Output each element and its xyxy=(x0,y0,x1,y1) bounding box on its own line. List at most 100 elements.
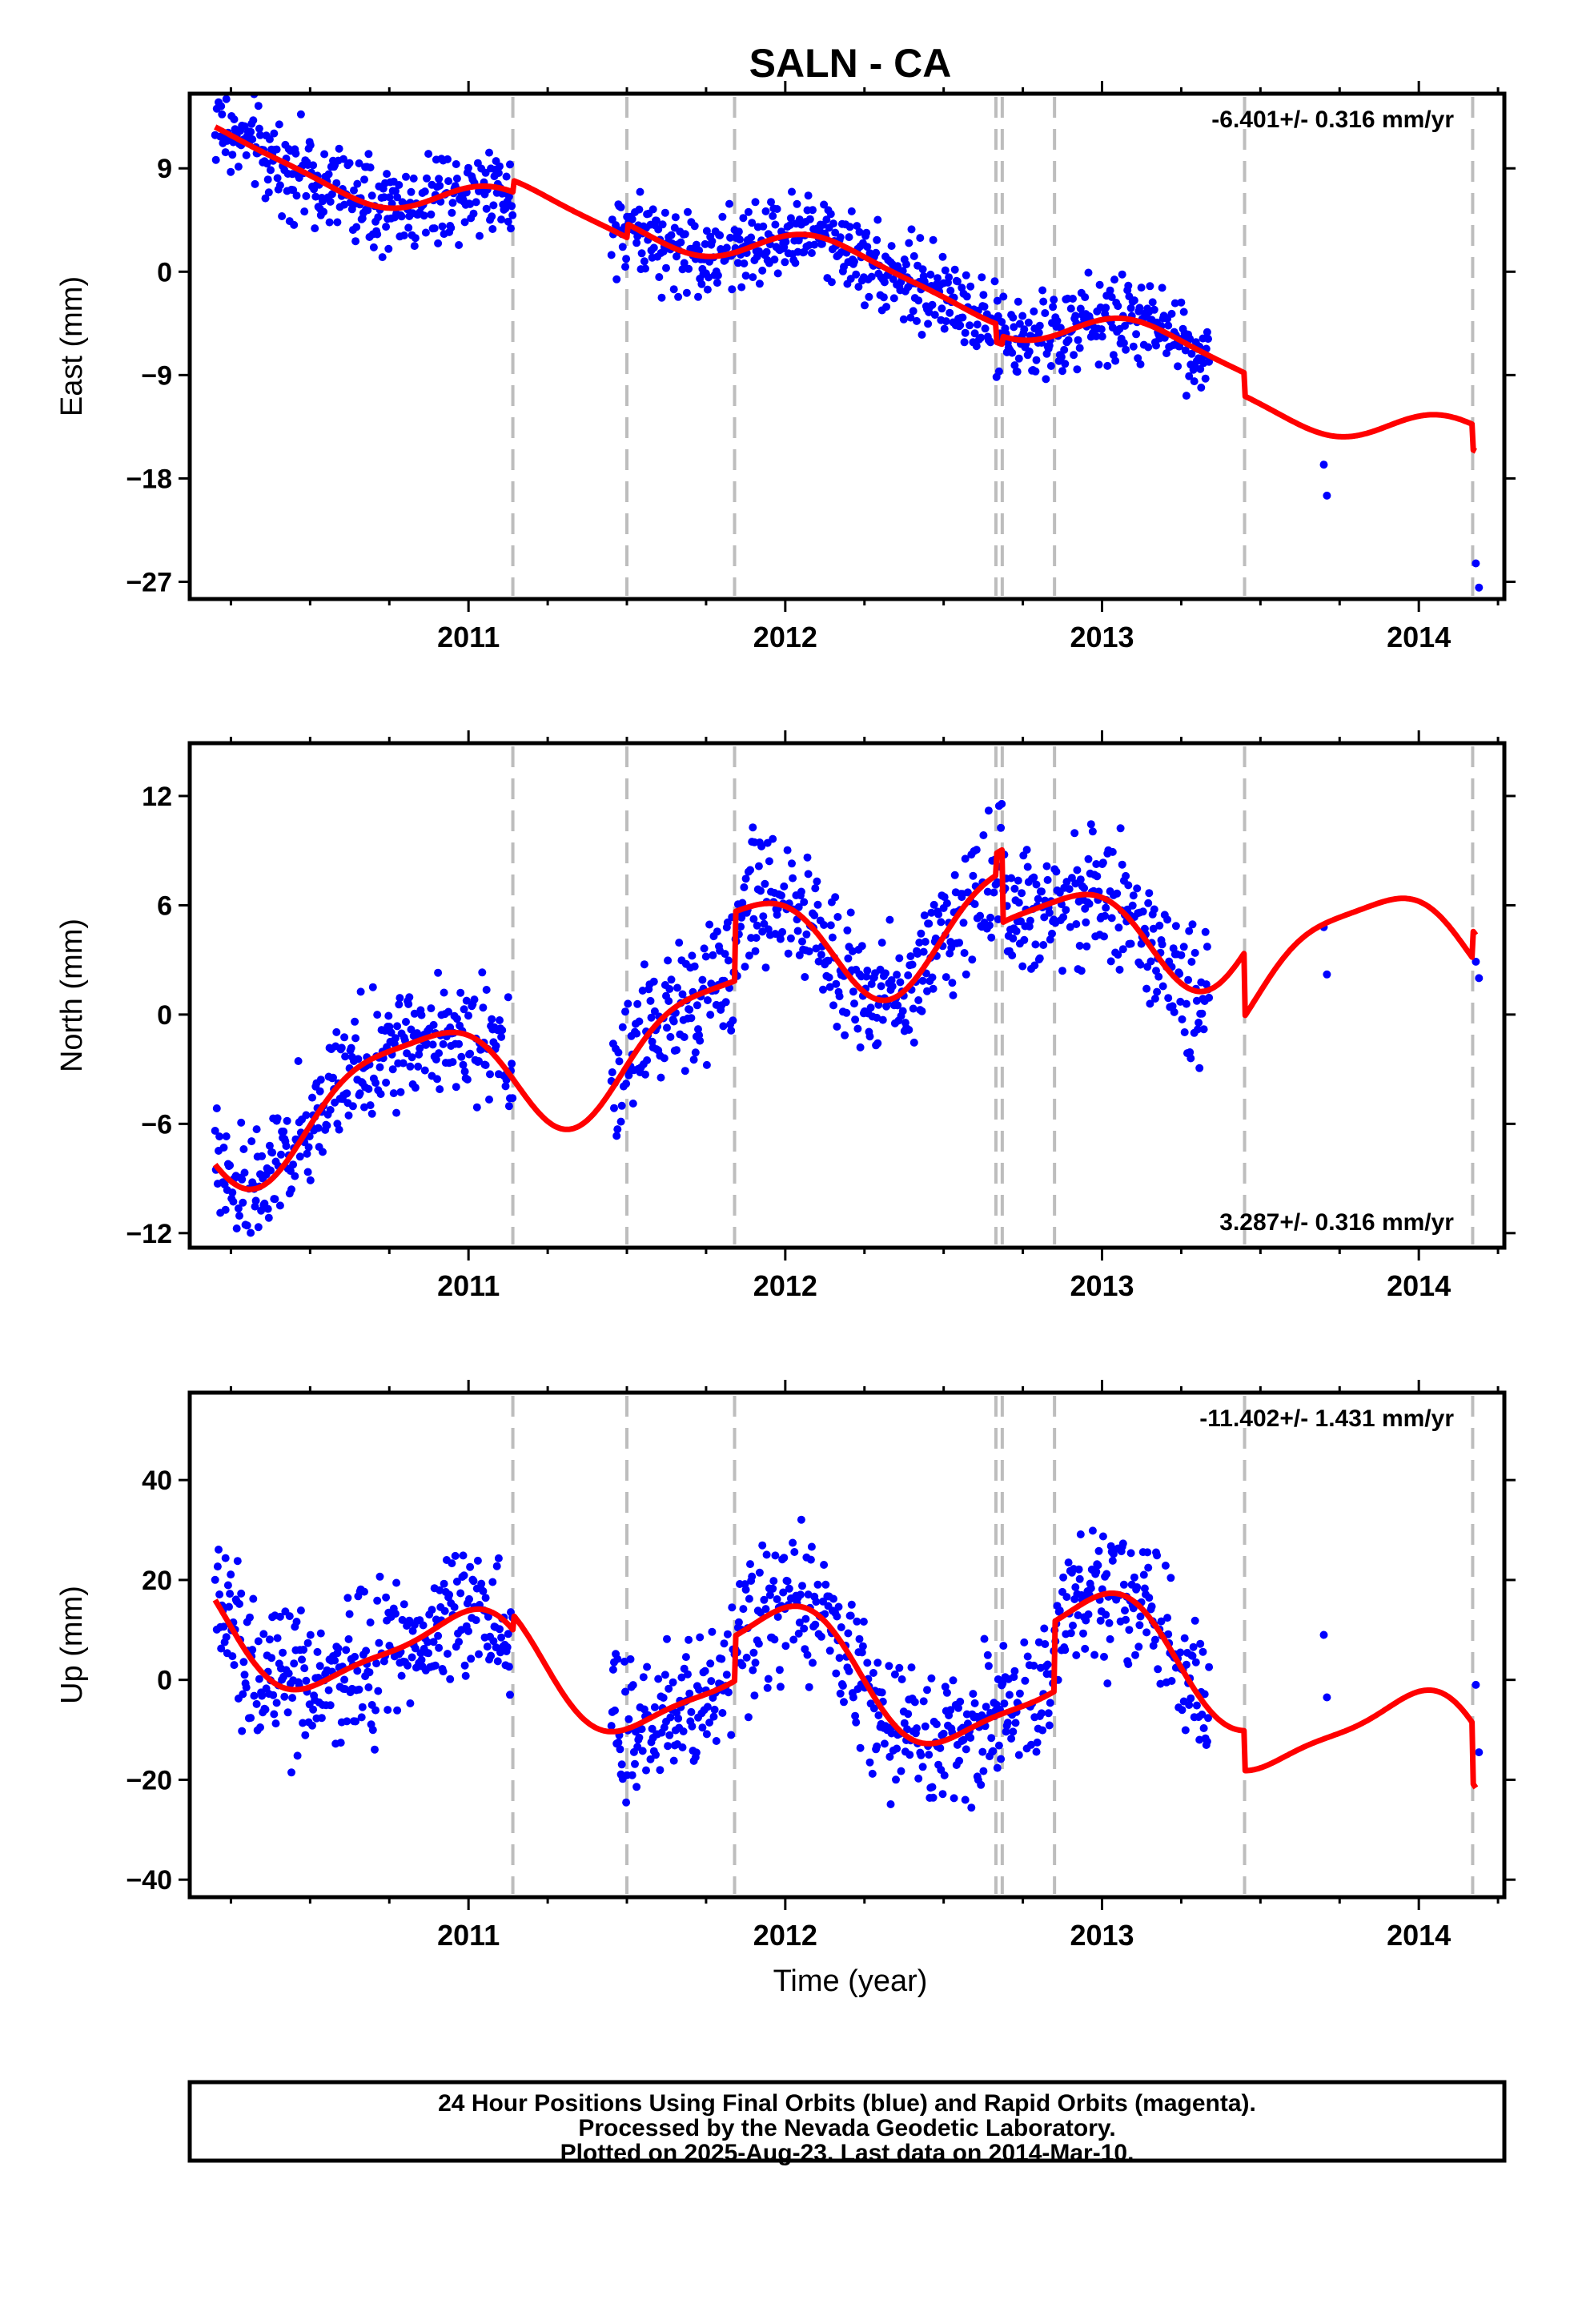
data-point xyxy=(439,1039,448,1048)
data-point xyxy=(492,1042,500,1050)
data-point xyxy=(242,1683,251,1692)
data-point xyxy=(966,321,974,330)
data-point xyxy=(913,950,922,958)
data-point xyxy=(1146,999,1154,1008)
data-point xyxy=(669,1756,678,1765)
data-point xyxy=(235,1599,243,1608)
data-point xyxy=(959,1735,968,1744)
data-point xyxy=(874,1711,883,1719)
data-point xyxy=(351,1652,359,1661)
data-point xyxy=(1100,1652,1108,1661)
data-point xyxy=(343,1717,351,1726)
data-point xyxy=(622,255,631,263)
y-tick-label: 40 xyxy=(142,1466,172,1496)
data-point xyxy=(744,207,753,216)
data-point xyxy=(698,1723,707,1732)
data-point xyxy=(721,998,730,1007)
data-point xyxy=(264,188,273,197)
data-point xyxy=(1153,1551,1162,1560)
data-point xyxy=(681,1653,690,1662)
data-point xyxy=(638,987,647,995)
data-point xyxy=(903,1725,912,1734)
data-point xyxy=(769,1584,777,1593)
data-point xyxy=(824,956,833,965)
data-point xyxy=(1082,1616,1090,1625)
data-point xyxy=(791,259,800,267)
data-point xyxy=(994,915,1002,923)
data-point xyxy=(428,1040,437,1049)
data-point xyxy=(612,1132,621,1140)
data-point xyxy=(273,1114,282,1123)
data-point xyxy=(761,963,770,972)
data-point xyxy=(882,303,891,312)
data-point xyxy=(382,1078,391,1087)
data-point xyxy=(691,1048,700,1057)
data-point xyxy=(1150,305,1158,314)
data-point xyxy=(893,262,902,271)
data-point xyxy=(296,1606,305,1614)
data-point xyxy=(1071,312,1080,320)
data-point xyxy=(304,1143,313,1152)
data-point xyxy=(783,846,792,854)
data-point xyxy=(1188,1651,1197,1660)
data-point xyxy=(664,956,673,965)
data-point xyxy=(389,1089,398,1098)
data-point xyxy=(243,1221,251,1230)
data-point xyxy=(648,205,657,214)
data-point xyxy=(993,296,1002,305)
data-point xyxy=(1086,820,1095,829)
data-point xyxy=(708,237,717,246)
data-point xyxy=(838,1682,847,1690)
data-point xyxy=(1082,942,1091,951)
data-point xyxy=(765,1590,774,1599)
data-point xyxy=(452,160,460,168)
data-point xyxy=(927,908,936,917)
data-point xyxy=(1171,922,1180,931)
data-point xyxy=(496,1625,504,1634)
data-point xyxy=(740,883,749,891)
data-point xyxy=(1137,939,1146,948)
data-point xyxy=(632,1783,641,1791)
data-point xyxy=(794,903,803,911)
data-point xyxy=(306,1630,315,1639)
data-point xyxy=(865,1758,874,1767)
data-point xyxy=(240,1168,249,1177)
data-point xyxy=(652,1751,660,1759)
data-point xyxy=(470,995,479,1004)
data-point xyxy=(958,313,967,322)
data-point xyxy=(687,1014,696,1023)
data-point xyxy=(1128,901,1137,910)
data-point xyxy=(504,993,512,1002)
data-point xyxy=(820,200,829,209)
data-point xyxy=(769,211,777,220)
data-point xyxy=(950,1794,958,1803)
data-point xyxy=(696,1036,705,1045)
data-point xyxy=(1048,929,1056,938)
data-point xyxy=(444,1650,452,1659)
data-point xyxy=(833,913,842,921)
data-point xyxy=(1203,328,1211,336)
data-point xyxy=(1073,866,1082,875)
data-point xyxy=(655,273,664,281)
data-point xyxy=(254,102,263,111)
data-point xyxy=(1126,939,1135,948)
data-point xyxy=(1182,999,1191,1008)
data-point xyxy=(1189,1642,1198,1651)
data-point xyxy=(1064,336,1073,344)
data-point xyxy=(1090,1651,1099,1659)
data-point xyxy=(624,1715,633,1723)
data-point xyxy=(291,1172,299,1180)
data-point xyxy=(946,286,955,295)
data-point xyxy=(1121,321,1129,330)
data-point xyxy=(703,285,712,294)
data-point xyxy=(749,273,757,282)
data-point xyxy=(1119,339,1128,348)
data-point xyxy=(847,1600,856,1609)
data-point xyxy=(413,1029,422,1038)
data-point xyxy=(1052,867,1061,876)
data-point xyxy=(1075,1574,1084,1583)
data-point xyxy=(948,979,957,987)
data-point xyxy=(857,942,866,951)
data-point xyxy=(247,1228,255,1237)
data-point xyxy=(294,1057,303,1065)
